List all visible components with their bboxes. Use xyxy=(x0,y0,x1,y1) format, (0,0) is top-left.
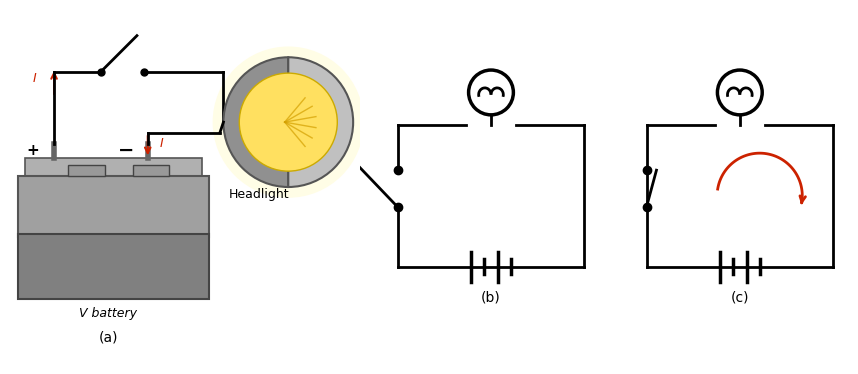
Text: (c): (c) xyxy=(730,291,749,304)
Text: +: + xyxy=(26,142,39,157)
Bar xyxy=(69,165,105,176)
Text: −: − xyxy=(118,141,135,160)
Text: $I$: $I$ xyxy=(159,137,164,150)
Text: (a): (a) xyxy=(99,331,118,345)
Bar xyxy=(133,165,169,176)
Circle shape xyxy=(213,46,364,198)
Text: (b): (b) xyxy=(481,291,501,304)
Text: V battery: V battery xyxy=(79,307,137,320)
Text: $I$: $I$ xyxy=(33,73,38,86)
Bar xyxy=(25,158,202,180)
Text: Headlight: Headlight xyxy=(229,188,290,201)
Bar xyxy=(18,176,209,237)
Bar xyxy=(18,234,209,299)
Circle shape xyxy=(239,73,337,171)
Wedge shape xyxy=(288,57,353,187)
Wedge shape xyxy=(223,57,288,187)
